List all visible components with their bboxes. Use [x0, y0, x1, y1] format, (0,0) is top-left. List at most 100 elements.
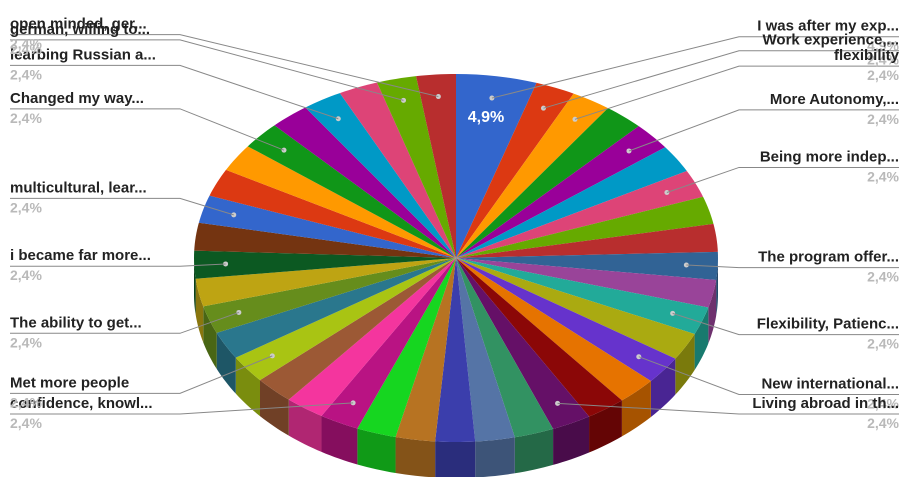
slice-percent: 2,4% [10, 41, 42, 57]
slice-percent: 2,4% [10, 394, 42, 410]
slice-label: The ability to get... [10, 314, 142, 331]
pie-slice-28 [195, 258, 456, 307]
pie-slice-30 [194, 222, 456, 258]
pie-slice-4 [456, 126, 666, 258]
leader-line [638, 356, 899, 396]
pie-side-29 [194, 258, 196, 315]
leader-line [10, 197, 234, 216]
pie-slice-10 [456, 258, 717, 308]
pie-side-12 [675, 334, 695, 395]
pie-slice-26 [216, 258, 456, 358]
pie-side-17 [514, 428, 554, 474]
pie-depth [194, 258, 718, 477]
slice-label: More Autonomy,... [770, 91, 899, 108]
pie-slice-14 [456, 258, 651, 401]
slice-label: Living abroad in th... [752, 395, 899, 412]
slice-percent: 2,4% [10, 36, 42, 52]
slice-label: Met more people [10, 374, 129, 391]
slice-label: multicultural, lear... [10, 179, 147, 196]
pie-side-11 [694, 307, 709, 370]
pie-slice-2 [456, 93, 608, 258]
pie-slice-13 [456, 258, 676, 381]
pie-slice-23 [288, 258, 456, 416]
leader-line [10, 402, 354, 415]
slice-label: Flexibility, Patienc... [757, 316, 899, 333]
slice-label: The program offer... [758, 249, 899, 266]
pie-slice-17 [456, 258, 554, 438]
pie-side-20 [395, 437, 436, 477]
slice-label: Work experience,... [763, 32, 899, 49]
pie-side-26 [216, 332, 236, 394]
pie-slice-27 [203, 258, 456, 333]
slice-percent: 2,4% [867, 396, 899, 412]
leader-lines [10, 34, 899, 415]
slice-label: open minded, ger... [10, 16, 147, 33]
pie-slice-1 [456, 82, 574, 258]
slice-percent: 2,4% [10, 415, 42, 431]
slice-percent: 2,4% [10, 110, 42, 126]
slice-label: New international... [761, 376, 899, 393]
pie-slice-31 [198, 195, 457, 258]
leader-line [10, 64, 339, 120]
pie-slice-38 [377, 76, 456, 259]
pie-slice-0 [456, 74, 537, 258]
leader-line [10, 311, 240, 334]
leader-line [10, 34, 439, 98]
leader-line [10, 39, 404, 101]
leader-line [557, 402, 899, 415]
slice-percent: 2,4% [867, 269, 899, 285]
pie-slice-33 [225, 146, 456, 258]
pie-slice-8 [456, 223, 718, 258]
pie-slice-11 [456, 258, 709, 334]
pie-slice-24 [260, 258, 456, 400]
pie-slice-19 [435, 258, 476, 442]
slice-percent: 2,4% [867, 168, 899, 184]
pie-slice-9 [456, 251, 718, 280]
slice-labels: I was after my exp...4,9%Work experience… [10, 16, 900, 431]
slice-percent: 4,9% [867, 38, 899, 54]
slice-label: flexibility [834, 47, 900, 64]
slice-label: i became far more... [10, 247, 151, 264]
leader-line [686, 264, 899, 269]
pie-side-19 [435, 441, 476, 477]
pie-slice-34 [247, 125, 456, 258]
pie-slice-3 [456, 108, 639, 258]
leader-line [672, 312, 899, 336]
slice-percent: 2,4% [10, 267, 42, 283]
slice-label: confidence, knowl... [10, 395, 153, 412]
slice-percent: 2,4% [867, 67, 899, 83]
pie-side-18 [475, 437, 515, 477]
leader-line [666, 166, 899, 194]
pie-side-15 [589, 400, 622, 453]
slice-inside-label: 4,9% [468, 109, 504, 126]
pie-side-27 [203, 306, 217, 369]
pie-side-16 [553, 416, 590, 465]
slice-label: Changed my way... [10, 90, 144, 107]
pie-slice-18 [456, 258, 515, 442]
leader-line [574, 65, 899, 120]
slice-percent: 2,4% [10, 66, 42, 82]
slice-percent: 2,4% [10, 199, 42, 215]
pie-slice-37 [339, 82, 456, 258]
leader-line [10, 108, 285, 151]
pie-slice-6 [456, 170, 704, 258]
pie-side-21 [357, 428, 396, 474]
leader-line [543, 50, 899, 109]
pie-slice-15 [456, 258, 622, 417]
pie-side-9 [716, 258, 718, 316]
pie-slice-7 [456, 196, 714, 258]
pie-slice-16 [456, 258, 590, 429]
pie-slice-20 [395, 258, 456, 442]
pie-side-25 [235, 357, 260, 417]
slice-percent: 2,4% [10, 334, 42, 350]
pie-slice-21 [357, 258, 456, 438]
pie-slice-39 [416, 74, 456, 258]
pie-side-10 [708, 279, 717, 344]
slice-percent: 2,4% [867, 111, 899, 127]
pie-slice-5 [456, 147, 687, 258]
slice-percent: 2,4% [867, 52, 899, 68]
pie-slice-35 [274, 107, 456, 258]
slice-label: Being more indep... [760, 148, 899, 165]
pie-side-28 [195, 278, 204, 343]
